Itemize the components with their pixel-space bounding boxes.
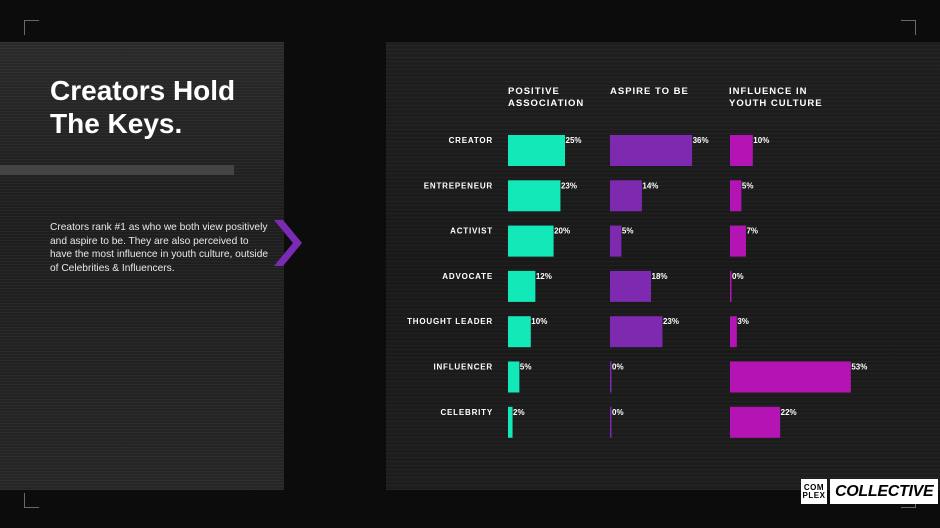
value-label-positive-celebrity: 2% [513, 408, 525, 417]
complex-collective-logo: COM PLEX COLLECTIVE [801, 479, 939, 504]
bar-influence-entrepeneur [730, 180, 742, 212]
bar-positive-entrepeneur [508, 180, 561, 212]
bar-aspire-entrepeneur [610, 180, 642, 212]
bar-influence-creator [730, 135, 753, 166]
value-label-positive-thought-leader: 10% [531, 317, 547, 326]
value-label-positive-activist: 20% [554, 227, 570, 236]
column-header-influence-youth-culture: INFLUENCE IN YOUTH CULTURE [729, 86, 823, 109]
category-label-thought-leader: THOUGHT LEADER [407, 317, 493, 326]
value-label-positive-influencer: 5% [520, 363, 532, 372]
value-label-aspire-thought-leader: 23% [663, 317, 679, 326]
title-line-1: Creators Hold [50, 75, 236, 106]
bar-aspire-advocate [610, 270, 652, 302]
category-label-activist: ACTIVIST [450, 227, 493, 236]
bar-influence-influencer [730, 361, 851, 393]
bar-influence-advocate [730, 270, 732, 302]
value-label-influence-entrepeneur: 5% [742, 181, 754, 190]
value-label-influence-creator: 10% [753, 136, 769, 145]
value-label-aspire-celebrity: 0% [612, 408, 624, 417]
column-header-positive-association: POSITIVE ASSOCIATION [508, 86, 585, 109]
value-label-positive-advocate: 12% [536, 272, 552, 281]
value-label-aspire-creator: 36% [693, 136, 709, 145]
chevron-right-icon [274, 220, 302, 266]
category-label-entrepeneur: ENTREPENEUR [424, 181, 493, 190]
bar-aspire-celebrity [610, 406, 612, 438]
bar-influence-activist [730, 225, 746, 257]
bar-positive-activist [508, 225, 554, 257]
value-label-aspire-advocate: 18% [652, 272, 668, 281]
bar-aspire-activist [610, 225, 622, 257]
bar-influence-thought-leader [730, 316, 737, 348]
value-label-influence-celebrity: 22% [781, 408, 797, 417]
bar-influence-celebrity [730, 406, 781, 438]
bar-aspire-influencer [610, 361, 612, 393]
chart-panel-background [386, 42, 940, 490]
corner-mark-bottom-left [24, 493, 39, 508]
bar-positive-celebrity [508, 406, 513, 438]
decorative-streak [0, 165, 234, 175]
column-header-aspire-to-be: ASPIRE TO BE [610, 86, 689, 97]
bar-positive-thought-leader [508, 316, 531, 348]
value-label-influence-advocate: 0% [732, 272, 744, 281]
bar-aspire-creator [610, 135, 693, 166]
bar-positive-advocate [508, 270, 536, 302]
value-label-influence-activist: 7% [746, 227, 758, 236]
bar-aspire-thought-leader [610, 316, 663, 348]
value-label-influence-thought-leader: 3% [737, 317, 749, 326]
slide-title: Creators Hold The Keys. [50, 74, 235, 140]
collective-wordmark: COLLECTIVE [830, 479, 939, 504]
value-label-positive-entrepeneur: 23% [561, 181, 577, 190]
brand-mark-top: COM [803, 482, 825, 492]
slide-body-text: Creators rank #1 as who we both view pos… [50, 222, 269, 274]
brand-mark-bottom: PLEX [802, 490, 826, 500]
value-label-influence-influencer: 53% [851, 363, 867, 372]
category-label-creator: CREATOR [449, 136, 493, 145]
corner-mark-top-right [901, 20, 916, 35]
left-panel-background [0, 42, 284, 490]
category-label-advocate: ADVOCATE [442, 272, 493, 281]
value-label-positive-creator: 25% [566, 136, 582, 145]
value-label-aspire-activist: 5% [622, 227, 634, 236]
value-label-aspire-entrepeneur: 14% [642, 181, 658, 190]
complex-logo-mark: COM PLEX [801, 479, 827, 504]
bar-positive-creator [508, 135, 565, 166]
title-line-2: The Keys. [50, 108, 183, 139]
category-label-influencer: INFLUENCER [433, 363, 493, 372]
bar-positive-influencer [508, 361, 520, 393]
category-label-celebrity: CELEBRITY [440, 408, 493, 417]
value-label-aspire-influencer: 0% [612, 363, 624, 372]
corner-mark-top-left [24, 20, 39, 35]
